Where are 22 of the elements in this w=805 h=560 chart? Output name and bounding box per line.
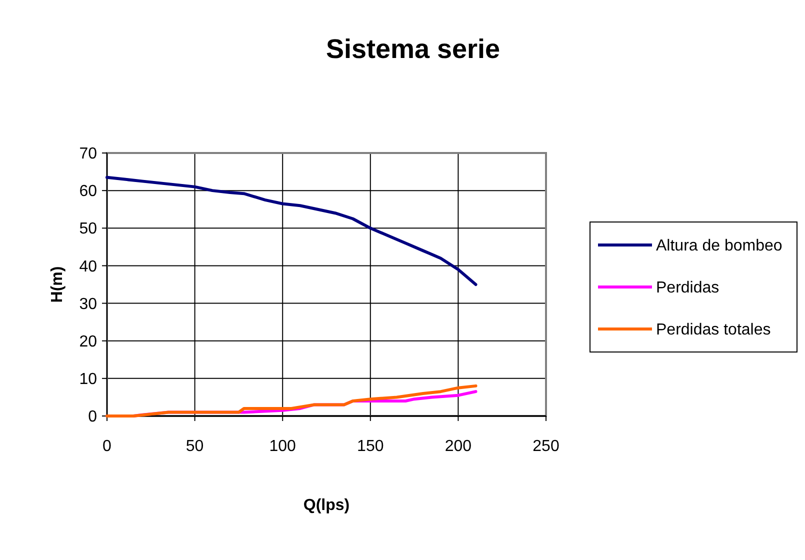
y-tick-label: 20 — [79, 333, 98, 350]
x-tick-label: 150 — [357, 438, 384, 455]
y-tick-label: 30 — [79, 296, 98, 313]
legend-label: Altura de bombeo — [656, 238, 782, 255]
y-tick-label: 70 — [79, 146, 98, 163]
x-tick-label: 50 — [186, 438, 204, 455]
y-tick-label: 10 — [79, 371, 98, 388]
y-tick-label: 0 — [88, 408, 98, 426]
y-tick-label: 40 — [79, 258, 98, 276]
x-tick-label: 250 — [532, 438, 560, 455]
y-axis-title: H(m) — [49, 266, 66, 303]
y-tick-label: 60 — [79, 183, 98, 200]
x-tick-label: 0 — [102, 438, 112, 455]
legend-label: Perdidas totales — [656, 322, 771, 339]
line-series — [106, 176, 478, 286]
legend-label: Perdidas — [656, 280, 720, 297]
x-tick-label: 200 — [444, 438, 472, 455]
chart-title: Sistema serie — [326, 34, 500, 64]
y-tick-label: 50 — [79, 220, 98, 238]
x-axis-title: Q(lps) — [303, 497, 350, 514]
line-series — [106, 384, 478, 418]
x-tick-label: 100 — [269, 438, 296, 455]
